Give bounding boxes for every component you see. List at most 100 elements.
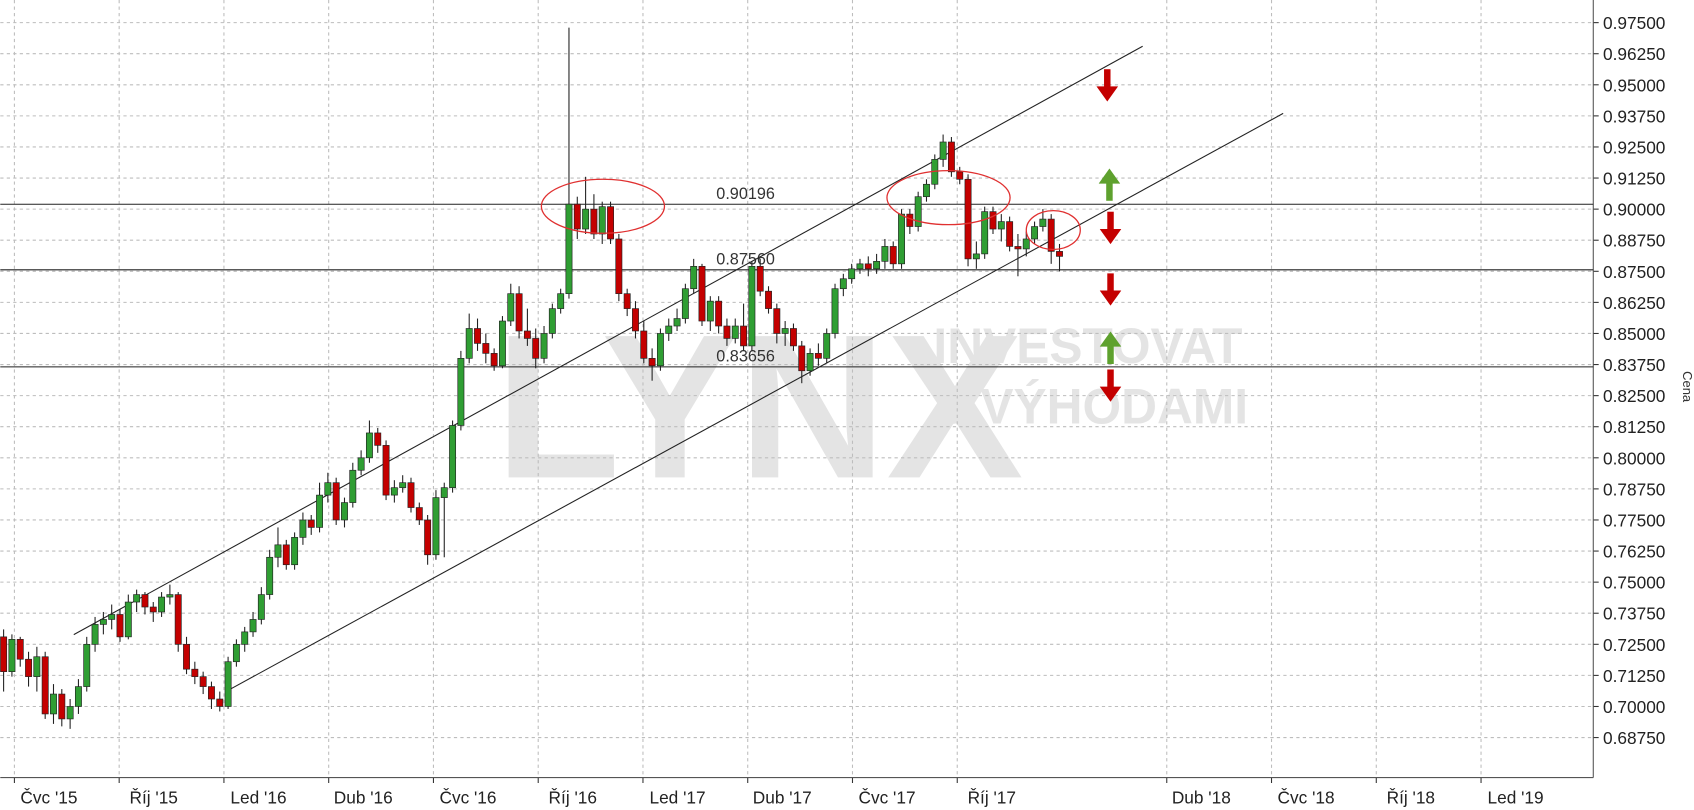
candle-body [1056,251,1063,257]
candle-body [407,482,415,508]
y-tick-label: 0.97500 [1603,13,1665,33]
candle-body [964,178,972,260]
x-tick-label: Čvc '18 [1278,788,1335,808]
candle-body [532,338,540,359]
candle-body [790,328,797,347]
candle-body [898,213,905,265]
candle-body [656,333,664,367]
candle-body [166,594,174,598]
candle-body [332,482,340,521]
candle-body [607,206,614,240]
candle-body [66,706,74,720]
candle-body [266,556,274,595]
candle-body [58,693,66,720]
x-tick-label: Říj '18 [1387,788,1435,808]
annotations [540,169,1081,251]
candle-body [507,293,515,322]
candle-body [499,320,506,367]
y-tick-label: 0.90000 [1603,200,1665,220]
candle-body [673,318,681,327]
highlight-ellipse [1025,209,1081,251]
candle-body [25,658,32,677]
candle-body [490,353,498,367]
y-tick-label: 0.91250 [1603,169,1665,189]
candle-body [224,661,232,707]
candle-body [590,208,598,235]
down-arrow [1099,211,1122,245]
candle-body [648,358,656,367]
candle-body [956,171,964,180]
candle-body [457,358,465,426]
watermark-line: S VÝHODAMI [933,378,1248,434]
candle-body [573,203,581,230]
candle-body [731,325,739,339]
candle-body [864,263,872,270]
candle-body [158,596,166,613]
watermark: LYNX INVESTOVAT S VÝHODAMI [495,292,1248,521]
candle-body [823,333,831,359]
candle-body [482,343,490,354]
candle-body [1031,226,1039,240]
x-tick-label: Dub '18 [1172,788,1231,808]
y-tick-label: 0.68750 [1603,728,1665,748]
candle-body [382,445,390,496]
candle-body [474,328,481,344]
y-tick-label: 0.85000 [1603,324,1665,344]
candle-body [449,425,457,488]
candle-body [748,266,756,347]
x-tick-label: Dub '17 [753,788,812,808]
candle-body [299,519,307,538]
y-axis-title: Cena [1680,371,1694,403]
candle-body [690,266,698,290]
candle-body [698,266,706,322]
candle-body [74,686,82,707]
y-tick-label: 0.73750 [1603,604,1665,624]
candle-body [939,141,947,160]
candle-body [50,693,57,715]
candle-body [8,639,16,672]
candle-body [523,330,531,339]
candle-body [715,300,723,327]
candle-body [923,183,930,198]
candle-body [831,288,839,334]
y-tick-label: 0.75000 [1603,573,1665,593]
x-tick-label: Čvc '15 [20,788,77,808]
candle-body [232,643,240,663]
candle-body [241,631,249,645]
y-tick-label: 0.83750 [1603,355,1665,375]
candle-body [989,211,997,230]
candle-body [349,469,357,503]
candle-body [249,619,257,633]
level-label: 0.90196 [716,185,775,203]
watermark-line: INVESTOVAT [933,318,1242,374]
candle-body [208,686,215,700]
candle-body [141,594,149,608]
candle-body [440,487,448,498]
candle-body [183,643,190,670]
candle-body [0,636,8,672]
candle-body [615,238,623,295]
candle-body [914,196,922,227]
candle-body [99,619,107,625]
candle-body [91,624,99,645]
candle-body [765,290,772,309]
y-tick-label: 0.93750 [1603,106,1665,126]
candle-body [665,325,673,334]
candle-body [216,698,224,707]
x-tick-label: Dub '16 [334,788,393,808]
candle-body [681,288,689,319]
candle-body [632,308,639,332]
y-tick-label: 0.70000 [1603,697,1665,717]
y-tick-label: 0.96250 [1603,44,1665,64]
x-tick-label: Led '16 [230,788,286,808]
candle-body [848,268,856,280]
candle-body [806,353,814,372]
candle-body [307,519,315,528]
candle-body [881,246,889,262]
y-tick-label: 0.71250 [1603,666,1665,686]
candle-body [116,614,124,638]
candle-body [291,537,299,566]
candle-body [374,432,382,446]
candle-body [706,300,714,322]
